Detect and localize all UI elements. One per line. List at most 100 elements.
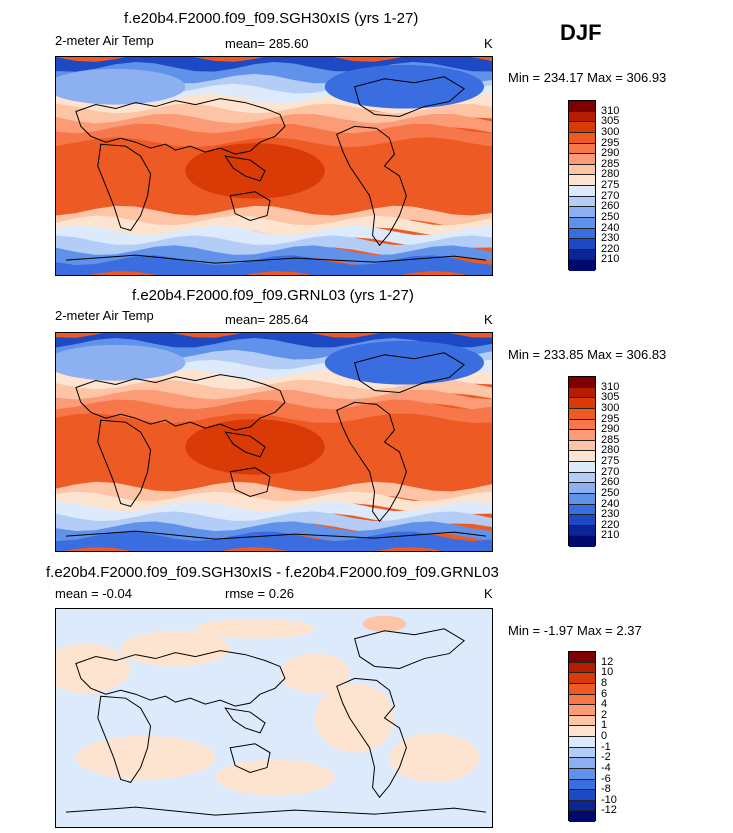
colorbar-box	[569, 768, 595, 780]
colorbar-box	[569, 515, 595, 526]
temperature-band	[56, 123, 492, 148]
colorbar-box	[569, 536, 595, 547]
colorbar-box	[569, 662, 595, 674]
colorbar-box	[569, 143, 595, 155]
colorbar-box	[569, 504, 595, 516]
colorbar-box	[569, 758, 595, 769]
panel-3-rmse: rmse = 0.26	[225, 586, 295, 601]
colorbar-label: 300	[601, 125, 620, 138]
cold-region	[324, 64, 485, 109]
colorbar-box	[569, 737, 595, 748]
coastline	[336, 677, 407, 799]
coastline	[97, 695, 152, 783]
positive-anomaly	[215, 759, 335, 796]
colorbar-box	[569, 186, 595, 197]
colorbar-box	[569, 430, 595, 441]
positive-anomaly	[362, 615, 407, 632]
colorbar-box	[569, 440, 595, 452]
colorbar-label: 305	[601, 115, 620, 128]
colorbar-label: 295	[601, 412, 620, 425]
positive-anomaly	[120, 630, 231, 667]
colorbar-box	[569, 154, 595, 165]
temperature-band	[56, 491, 492, 514]
panel-2-units: K	[484, 312, 493, 327]
coastline	[97, 143, 152, 231]
colorbar-label: -4	[601, 761, 611, 774]
colorbar-label: 10	[601, 666, 614, 679]
colorbar-box	[569, 462, 595, 473]
panel-2-title: f.e20b4.F2000.f09_f09.GRNL03 (yrs 1-27)	[132, 287, 414, 304]
positive-anomaly	[56, 643, 131, 694]
colorbar-label: 250	[601, 486, 620, 499]
coastline	[65, 254, 487, 264]
panel-3-map-svg	[56, 609, 492, 827]
temperature-band	[56, 399, 492, 424]
coastline	[224, 707, 266, 734]
colorbar-box	[569, 249, 595, 261]
colorbar-box	[569, 683, 595, 695]
colorbar-label: 290	[601, 423, 620, 436]
colorbar-label: 240	[601, 221, 620, 234]
colorbar-label: 2	[601, 708, 608, 721]
colorbar-label: 240	[601, 497, 620, 510]
colorbar-label: 230	[601, 508, 620, 521]
colorbar-label: 12	[601, 655, 614, 668]
colorbar-box	[569, 122, 595, 133]
cold-region	[324, 340, 485, 385]
colorbar-box	[569, 525, 595, 537]
coastline	[336, 401, 407, 523]
panel-1-title: f.e20b4.F2000.f09_f09.SGH30xIS (yrs 1-27…	[124, 10, 419, 27]
colorbar-label: -10	[601, 793, 617, 806]
colorbar-label: 290	[601, 147, 620, 160]
panel-3-mean: mean = -0.04	[55, 586, 132, 601]
temperature-band	[56, 481, 492, 506]
colorbar-label: 260	[601, 200, 620, 213]
coastline	[229, 743, 271, 774]
coastline	[75, 650, 286, 707]
colorbar-label: 270	[601, 465, 620, 478]
colorbar-box	[569, 652, 595, 663]
colorbar-box	[569, 694, 595, 706]
coastline	[354, 628, 465, 669]
colorbar-label: -2	[601, 751, 611, 764]
colorbar-box	[569, 790, 595, 801]
panel-1-mean: mean= 285.60	[225, 36, 309, 51]
panel-2-mean: mean= 285.64	[225, 312, 309, 327]
panel-1-variable: 2-meter Air Temp	[55, 33, 154, 48]
panel-2-colorbar	[568, 376, 596, 547]
positive-anomaly	[389, 732, 480, 783]
season-label: DJF	[560, 20, 602, 45]
coastline	[75, 98, 286, 155]
positive-anomaly	[75, 735, 216, 780]
colorbar-box	[569, 451, 595, 462]
colorbar-box	[569, 419, 595, 431]
panel-1-colorbar	[568, 100, 596, 271]
colorbar-box	[569, 111, 595, 123]
colorbar-box	[569, 101, 595, 112]
colorbar-box	[569, 705, 595, 716]
panel-3-map	[55, 608, 493, 828]
colorbar-box	[569, 800, 595, 812]
colorbar-label: 0	[601, 730, 608, 742]
panel-1-units: K	[484, 36, 493, 51]
coastline	[65, 530, 487, 540]
colorbar-label: -6	[601, 772, 611, 785]
positive-anomaly	[314, 683, 395, 753]
colorbar-box	[569, 377, 595, 388]
colorbar-box	[569, 493, 595, 505]
colorbar-box	[569, 217, 595, 229]
coastline	[224, 431, 266, 458]
cold-region	[56, 68, 186, 105]
cold-region	[56, 344, 186, 381]
colorbar-label: -12	[601, 804, 617, 817]
coastline	[229, 467, 271, 498]
temperature-band	[56, 511, 492, 534]
colorbar-box	[569, 726, 595, 737]
colorbar-label: 8	[601, 676, 608, 689]
colorbar-label: 275	[601, 455, 620, 467]
temperature-band	[56, 215, 492, 238]
panel-3-units: K	[484, 586, 493, 601]
colorbar-label: -1	[601, 740, 611, 753]
colorbar-box	[569, 673, 595, 684]
colorbar-label: 305	[601, 391, 620, 404]
